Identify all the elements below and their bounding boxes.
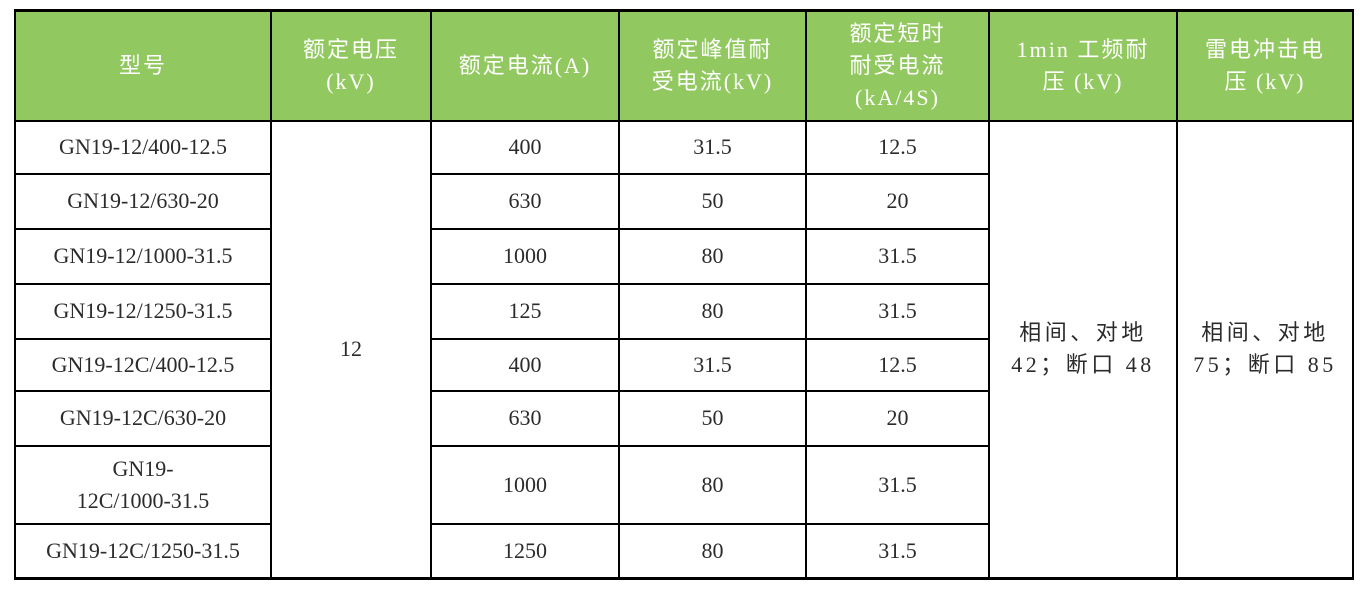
model-cell: GN19-12/1000-31.5 bbox=[14, 227, 272, 285]
table-row: GN19-12/1000-31.5 1000 80 31.5 bbox=[14, 227, 1353, 285]
model-cell: GN19-12/1250-31.5 bbox=[14, 282, 272, 340]
short-time-withstand-cell: 20 bbox=[805, 389, 990, 447]
table-row: GN19-12/1250-31.5 125 80 31.5 bbox=[14, 282, 1353, 340]
table-row: GN19-12C/630-20 630 50 20 bbox=[14, 389, 1353, 447]
header-cell-rated-voltage: 额定电压 (kV) bbox=[270, 9, 432, 122]
rated-current-cell: 1000 bbox=[430, 227, 620, 285]
header-cell-model: 型号 bbox=[14, 9, 272, 122]
peak-withstand-cell: 80 bbox=[618, 444, 807, 525]
short-time-withstand-cell: 31.5 bbox=[805, 282, 990, 340]
table-row: GN19-12/630-20 630 50 20 bbox=[14, 172, 1353, 230]
model-cell: GN19-12/630-20 bbox=[14, 172, 272, 230]
spec-table: 型号 额定电压 (kV) 额定电流(A) 额定峰值耐 受电流(kV) 额定短时 … bbox=[14, 9, 1354, 580]
short-time-withstand-cell: 20 bbox=[805, 172, 990, 230]
power-frequency-merged-cell: 相间、对地 42；断口 48 bbox=[988, 119, 1178, 580]
peak-withstand-cell: 50 bbox=[618, 172, 807, 230]
peak-withstand-cell: 80 bbox=[618, 282, 807, 340]
model-cell: GN19-12/400-12.5 bbox=[14, 119, 272, 175]
header-cell-lightning-impulse: 雷电冲击电 压 (kV) bbox=[1176, 9, 1354, 122]
header-cell-short-time-withstand: 额定短时 耐受电流 (kA/4S) bbox=[805, 9, 990, 122]
short-time-withstand-cell: 31.5 bbox=[805, 444, 990, 525]
table-row: GN19- 12C/1000-31.5 1000 80 31.5 bbox=[14, 444, 1353, 525]
model-cell: GN19-12C/1250-31.5 bbox=[14, 522, 272, 580]
short-time-withstand-cell: 12.5 bbox=[805, 337, 990, 392]
table-row: GN19-12C/400-12.5 400 31.5 12.5 bbox=[14, 337, 1353, 392]
peak-withstand-cell: 31.5 bbox=[618, 119, 807, 175]
rated-current-cell: 125 bbox=[430, 282, 620, 340]
model-cell: GN19-12C/630-20 bbox=[14, 389, 272, 447]
lightning-impulse-merged-cell: 相间、对地 75；断口 85 bbox=[1176, 119, 1354, 580]
table-row: GN19-12C/1250-31.5 1250 80 31.5 bbox=[14, 522, 1353, 580]
table-row: GN19-12/400-12.5 12 400 31.5 12.5 相间、对地 … bbox=[14, 119, 1354, 580]
rated-current-cell: 630 bbox=[430, 172, 620, 230]
rated-current-cell: 400 bbox=[430, 119, 620, 175]
short-time-withstand-cell: 31.5 bbox=[805, 227, 990, 285]
header-cell-rated-current: 额定电流(A) bbox=[430, 9, 620, 122]
peak-withstand-cell: 50 bbox=[618, 389, 807, 447]
header-row: 型号 额定电压 (kV) 额定电流(A) 额定峰值耐 受电流(kV) 额定短时 … bbox=[14, 9, 1354, 122]
header-cell-power-frequency: 1min 工频耐 压 (kV) bbox=[988, 9, 1178, 122]
rated-current-cell: 630 bbox=[430, 389, 620, 447]
model-cell: GN19- 12C/1000-31.5 bbox=[14, 444, 272, 525]
model-cell: GN19-12C/400-12.5 bbox=[14, 337, 272, 392]
short-time-withstand-cell: 12.5 bbox=[805, 119, 990, 175]
rated-current-cell: 1000 bbox=[430, 444, 620, 525]
short-time-withstand-cell: 31.5 bbox=[805, 522, 990, 580]
peak-withstand-cell: 31.5 bbox=[618, 337, 807, 392]
rated-current-cell: 400 bbox=[430, 337, 620, 392]
spec-table-container: 型号 额定电压 (kV) 额定电流(A) 额定峰值耐 受电流(kV) 额定短时 … bbox=[14, 9, 1354, 580]
header-cell-peak-withstand: 额定峰值耐 受电流(kV) bbox=[618, 9, 807, 122]
rated-current-cell: 1250 bbox=[430, 522, 620, 580]
rated-voltage-merged-cell: 12 bbox=[270, 119, 432, 580]
peak-withstand-cell: 80 bbox=[618, 522, 807, 580]
peak-withstand-cell: 80 bbox=[618, 227, 807, 285]
